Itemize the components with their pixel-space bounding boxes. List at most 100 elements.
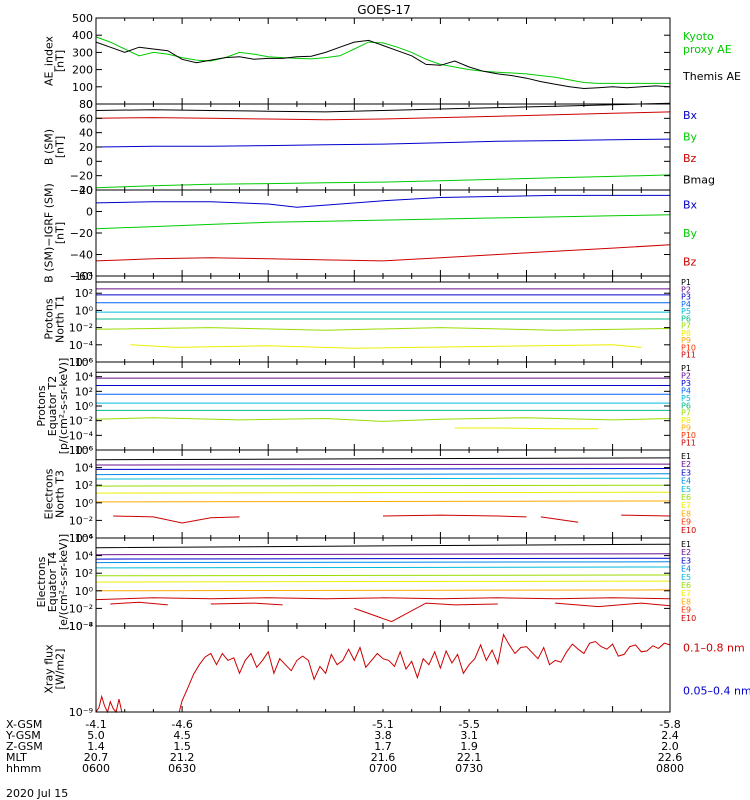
axis-row-label-z-gsm: Z-GSM bbox=[6, 740, 43, 753]
y-tick-label-et3-4: 10⁻² bbox=[69, 514, 93, 527]
x-axis-ephemeris-table: X-GSM -4.1 -4.6 -5.1 -5.5 -5.8 Y-GSM 5.0 4.5 3.8 3… bbox=[5, 718, 684, 775]
plot-frame-pt2 bbox=[95, 361, 671, 451]
plot-frame-bigrf bbox=[95, 189, 671, 277]
y-tick-label-pt1-4: 10⁻⁴ bbox=[69, 339, 94, 352]
y-tick-label-et3-3: 10⁰ bbox=[75, 497, 94, 510]
y-tick-label-xray-1: 10⁻⁹ bbox=[69, 706, 93, 719]
legend-item-pt2-6: P7 bbox=[681, 409, 691, 418]
series-line-et3-9 bbox=[382, 514, 527, 518]
legend-item-et3-7: E8 bbox=[681, 509, 691, 518]
series-line-et4-6 bbox=[95, 580, 671, 583]
legend-item-et4-6: E7 bbox=[681, 589, 691, 598]
y-tick-label-bigrf-4: −60 bbox=[70, 270, 93, 283]
legend-item-xray-1: 0.05–0.4 nm bbox=[683, 685, 750, 698]
axis-row-value-hhmm-0: 0600 bbox=[82, 762, 110, 775]
axis-row-value-x-gsm-3: -5.5 bbox=[458, 718, 479, 731]
axis-row-label-mlt: MLT bbox=[6, 751, 27, 764]
legend-item-et3-5: E6 bbox=[681, 493, 691, 502]
legend-item-pt2-10: P11 bbox=[681, 439, 696, 448]
legend-item-ae-2: Themis AE bbox=[682, 70, 741, 83]
series-line-et3-8 bbox=[113, 515, 240, 524]
y-axis-label-xray-0: Xray flux bbox=[43, 644, 56, 694]
legend-item-pt1-1: P2 bbox=[681, 285, 691, 294]
legend-item-et3-0: E1 bbox=[681, 452, 691, 461]
series-line-pt2-7 bbox=[454, 427, 599, 430]
legend-item-pt2-8: P9 bbox=[681, 424, 691, 433]
date-label: 2020 Jul 15 bbox=[6, 787, 68, 800]
y-tick-label-et4-1: 10⁴ bbox=[75, 550, 94, 563]
legend-item-et4-0: E1 bbox=[681, 540, 691, 549]
legend-item-pt1-0: P1 bbox=[681, 278, 691, 287]
y-tick-label-pt1-5: 10⁻⁶ bbox=[69, 356, 94, 369]
series-line-et4-0 bbox=[95, 543, 671, 549]
series-line-bsm-1 bbox=[95, 111, 671, 121]
series-group-bsm bbox=[95, 102, 671, 189]
y-axis-label-bsm-1: [nT] bbox=[54, 136, 67, 158]
axis-row-value-x-gsm-0: -4.1 bbox=[85, 718, 106, 731]
y-tick-label-bigrf-3: −40 bbox=[70, 249, 93, 262]
legend-item-pt2-5: P6 bbox=[681, 401, 691, 410]
y-tick-label-pt2-0: 10⁶ bbox=[75, 356, 94, 369]
axis-row-value-hhmm-3: 0730 bbox=[455, 762, 483, 775]
y-axis-label-et3-1: North T3 bbox=[54, 470, 67, 518]
y-tick-label-pt1-2: 10⁰ bbox=[75, 304, 94, 317]
panel-bigrf: 20 0 −20 −40 −60 B (SM)−IGRF (SM)[nT] Bx By Bz bbox=[43, 183, 698, 283]
y-tick-label-et3-5: 10⁻⁴ bbox=[69, 532, 94, 545]
series-line-et4-3 bbox=[95, 561, 671, 564]
y-tick-label-et4-0: 10⁶ bbox=[75, 532, 94, 545]
axis-row-label-hhmm: hhmm bbox=[6, 762, 41, 775]
series-group-et3 bbox=[95, 457, 671, 524]
series-line-bsm-2 bbox=[95, 138, 671, 148]
series-line-bsm-0 bbox=[95, 102, 671, 113]
axis-row-value-y-gsm-3: 3.1 bbox=[460, 729, 478, 742]
legend-item-ae-0: Kyoto bbox=[683, 30, 714, 43]
legend-item-bigrf-2: Bz bbox=[683, 256, 697, 269]
series-line-bsm-3 bbox=[95, 174, 671, 189]
y-axis-label-bigrf-1: [nT] bbox=[54, 222, 67, 244]
plot-frame-et3 bbox=[95, 449, 671, 539]
legend-item-bsm-1: By bbox=[683, 130, 698, 143]
y-axis-label-ae-1: [nT] bbox=[54, 50, 67, 72]
legend-item-pt1-3: P4 bbox=[681, 300, 691, 309]
series-line-et4-12 bbox=[555, 602, 671, 608]
y-tick-label-et3-1: 10⁴ bbox=[75, 462, 94, 475]
series-line-xray-0 bbox=[95, 633, 671, 714]
axis-row-value-hhmm-4: 0800 bbox=[656, 762, 684, 775]
legend-bigrf: Bx By Bz bbox=[683, 198, 698, 268]
axis-row-value-x-gsm-2: -5.1 bbox=[372, 718, 393, 731]
series-line-et4-2 bbox=[95, 557, 671, 560]
series-line-et3-2 bbox=[95, 468, 671, 470]
legend-item-et3-9: E10 bbox=[681, 526, 696, 535]
legend-item-et4-1: E2 bbox=[681, 548, 691, 557]
series-group-pt2 bbox=[95, 371, 671, 430]
axis-row-value-hhmm-1: 0630 bbox=[168, 762, 196, 775]
legend-item-pt1-7: P8 bbox=[681, 329, 691, 338]
axis-row-value-z-gsm-2: 1.7 bbox=[374, 740, 392, 753]
y-axis-label-et4-1: Equator T4 bbox=[46, 552, 59, 612]
legend-item-et4-9: E10 bbox=[681, 614, 696, 623]
y-axis-label-et4-2: [e/(cm²-s-sr-keV)] bbox=[57, 534, 70, 630]
legend-item-pt1-6: P7 bbox=[681, 322, 691, 331]
y-tick-label-xray-0: 10⁻⁸ bbox=[69, 620, 94, 633]
series-line-et3-0 bbox=[95, 457, 671, 461]
series-line-et4-8 bbox=[95, 597, 671, 601]
legend-bsm: Bx By Bz Bmag bbox=[683, 109, 715, 187]
y-axis-label-et3-0: Electrons bbox=[43, 468, 56, 519]
series-line-et3-11 bbox=[621, 514, 671, 517]
axis-row-value-z-gsm-3: 1.9 bbox=[460, 740, 478, 753]
legend-item-pt2-7: P8 bbox=[681, 416, 691, 425]
legend-item-pt1-8: P9 bbox=[681, 336, 691, 345]
legend-item-pt1-10: P11 bbox=[681, 351, 696, 360]
y-tick-label-pt2-1: 10⁴ bbox=[75, 371, 94, 384]
y-tick-label-ae-2: 300 bbox=[72, 46, 93, 59]
legend-item-et3-4: E5 bbox=[681, 485, 691, 494]
y-tick-label-bsm-0: 80 bbox=[79, 98, 93, 111]
